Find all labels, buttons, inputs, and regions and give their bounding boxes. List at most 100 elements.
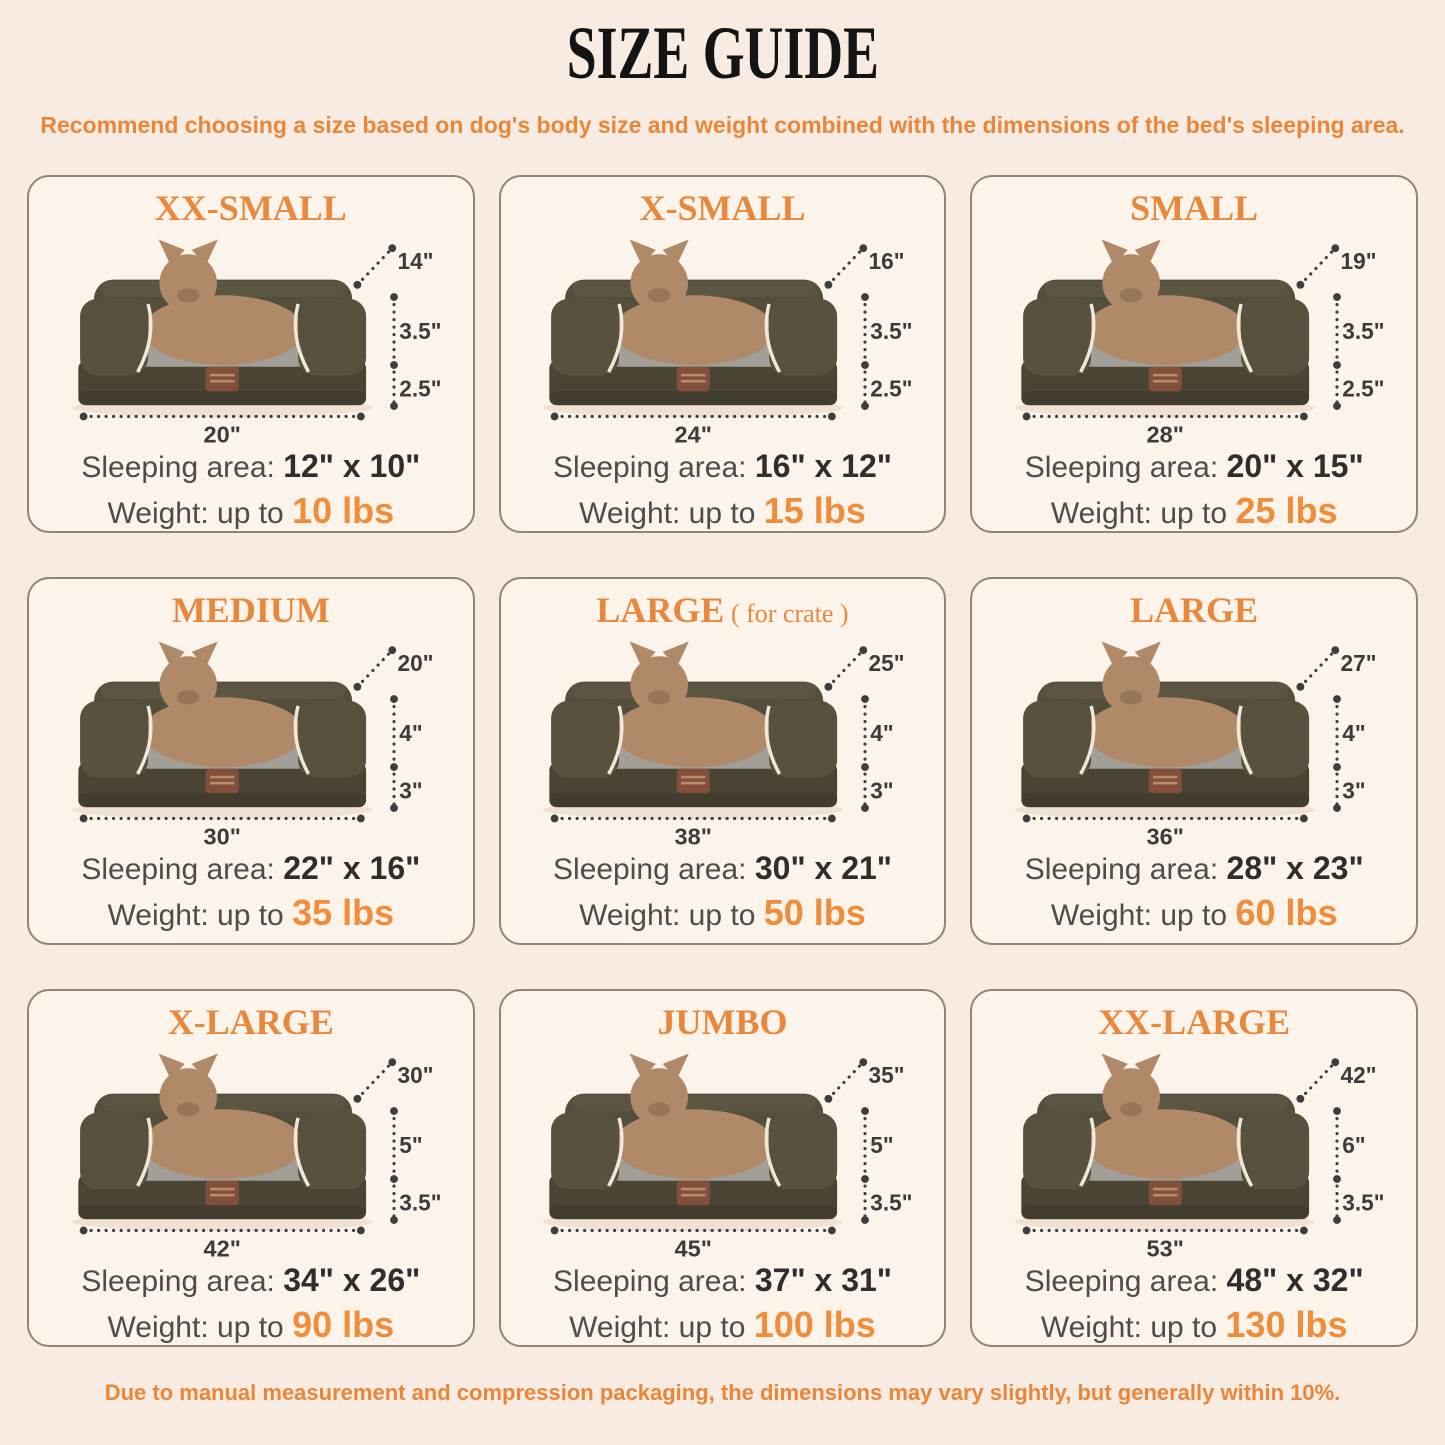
weight-label: Weight: [1050, 496, 1152, 530]
dim-wall-height: 4" [399, 719, 422, 745]
dim-depth: 19" [1341, 248, 1377, 274]
card-title-text: X-SMALL [639, 188, 806, 228]
size-card-x-small: X-SMALL 16" 3.5" 2.5" 24" Sleeping area:… [498, 175, 947, 533]
bed-photo-cat: 14" 3.5" 2.5" 20" [43, 229, 459, 447]
size-card-xx-small: XX-SMALL 14" 3.5" 2.5" 20" Sleeping area… [27, 175, 475, 533]
bed-photo-border-collie: 27" 4" 3" 36" [986, 631, 1402, 849]
bed-photo-shih-tzu: 16" 3.5" 2.5" 24" [515, 229, 931, 447]
card-title: XX-LARGE [986, 1002, 1402, 1043]
bed-photo-shiba-inu: 25" 4" 3" 38" [515, 631, 931, 849]
sleeping-area-value: 22" x 16" [283, 849, 421, 886]
bed-illustration: 25" 4" 3" 38" [541, 639, 905, 849]
size-card-small: SMALL 19" 3.5" 2.5" 28" Sleeping area: 2… [970, 175, 1418, 533]
sleeping-area-value: 30" x 21" [754, 849, 892, 886]
bed-photo-labrador: 35" 5" 3.5" 45" [515, 1043, 931, 1261]
dim-wall-height: 3.5" [399, 317, 441, 343]
dim-base-height: 2.5" [1342, 375, 1384, 401]
dim-wall-height: 4" [871, 719, 894, 745]
dim-width: 45" [675, 1235, 712, 1260]
dim-wall-height: 5" [399, 1131, 422, 1157]
dim-width: 36" [1147, 823, 1184, 848]
sleeping-area-label: Sleeping area: [1024, 852, 1219, 886]
weight-line: Weight: up to 35 lbs [43, 891, 459, 934]
card-title: LARGE ( for crate ) [515, 590, 931, 631]
sleeping-area-label: Sleeping area: [81, 852, 275, 886]
dim-base-height: 2.5" [399, 375, 441, 401]
weight-label: Weight: [107, 496, 209, 530]
dim-wall-height: 4" [1342, 719, 1365, 745]
size-card-xx-large: XX-LARGE 42" 6" 3.5" 53" Sleeping area: … [970, 989, 1418, 1347]
size-card-large: LARGE 27" 4" 3" 36" Sleeping area: 28" x… [970, 577, 1418, 945]
weight-label: Weight: [107, 1310, 209, 1344]
weight-label: Weight: [1040, 1310, 1142, 1344]
weight-prefix: up to [217, 898, 284, 932]
footer-note: Due to manual measurement and compressio… [104, 1380, 1341, 1405]
dim-base-height: 2.5" [871, 375, 913, 401]
bed-illustration: 42" 6" 3.5" 53" [1013, 1051, 1385, 1261]
dim-base-height: 3" [1342, 777, 1365, 803]
dim-base-height: 3.5" [399, 1189, 441, 1215]
dim-depth: 20" [397, 650, 433, 676]
dim-base-height: 3.5" [1342, 1189, 1384, 1215]
sleeping-area-line: Sleeping area: 28" x 23" [986, 849, 1402, 888]
dim-base-height: 3" [871, 777, 894, 803]
bed-illustration: 35" 5" 3.5" 45" [541, 1051, 913, 1261]
weight-line: Weight: up to 10 lbs [43, 489, 459, 532]
dim-depth: 16" [869, 248, 905, 274]
dim-width: 20" [203, 421, 240, 446]
weight-value: 35 lbs [292, 891, 395, 933]
sleeping-area-label: Sleeping area: [553, 852, 747, 886]
weight-line: Weight: up to 60 lbs [986, 891, 1402, 934]
dim-depth: 30" [397, 1062, 433, 1088]
sleeping-area-line: Sleeping area: 20" x 15" [986, 447, 1402, 486]
dim-wall-height: 3.5" [1342, 317, 1384, 343]
dim-base-height: 3" [399, 777, 422, 803]
dim-width: 42" [203, 1235, 240, 1260]
dim-wall-height: 6" [1342, 1131, 1365, 1157]
weight-value: 10 lbs [292, 489, 395, 531]
dim-depth: 35" [869, 1062, 905, 1088]
size-card-large-for-crate: LARGE ( for crate ) 25" 4" 3" 38" Sleepi… [498, 577, 947, 945]
weight-value: 100 lbs [753, 1303, 876, 1345]
weight-prefix: up to [688, 496, 756, 530]
bed-photo-french-bulldog: 19" 3.5" 2.5" 28" [986, 229, 1402, 447]
dim-wall-height: 5" [871, 1131, 894, 1157]
weight-label: Weight: [107, 898, 209, 932]
bed-photo-golden-retriever: 30" 5" 3.5" 42" [43, 1043, 459, 1261]
card-title-text: XX-SMALL [154, 188, 347, 228]
sleeping-area-value: 20" x 15" [1226, 447, 1364, 484]
sleeping-area-label: Sleeping area: [1024, 1264, 1219, 1298]
sleeping-area-line: Sleeping area: 34" x 26" [43, 1261, 459, 1300]
weight-value: 15 lbs [763, 489, 866, 531]
weight-line: Weight: up to 15 lbs [515, 489, 931, 532]
page-title: SIZE GUIDE [0, 0, 1445, 100]
dim-width: 30" [203, 823, 240, 848]
dim-depth: 42" [1341, 1062, 1377, 1088]
sleeping-area-value: 37" x 31" [754, 1261, 892, 1298]
bed-illustration: 30" 5" 3.5" 42" [70, 1051, 441, 1261]
bed-photo-corgi: 20" 4" 3" 30" [43, 631, 459, 849]
size-card-jumbo: JUMBO 35" 5" 3.5" 45" Sleeping area: 37"… [498, 989, 947, 1347]
bed-photo-rottweiler-chihuahua: 42" 6" 3.5" 53" [986, 1043, 1402, 1261]
card-title: LARGE [986, 590, 1402, 631]
bed-illustration: 19" 3.5" 2.5" 28" [1013, 237, 1385, 447]
sleeping-area-value: 34" x 26" [283, 1261, 421, 1298]
sleeping-area-line: Sleeping area: 37" x 31" [515, 1261, 931, 1300]
weight-prefix: up to [217, 1310, 284, 1344]
sleeping-area-value: 12" x 10" [283, 447, 421, 484]
weight-value: 60 lbs [1235, 891, 1338, 933]
bed-illustration: 20" 4" 3" 30" [70, 639, 433, 849]
weight-line: Weight: up to 25 lbs [986, 489, 1402, 532]
card-title-text: LARGE [1130, 590, 1259, 630]
bed-illustration: 14" 3.5" 2.5" 20" [70, 237, 441, 447]
dim-wall-height: 3.5" [871, 317, 913, 343]
card-title-text: LARGE [596, 590, 725, 630]
weight-value: 50 lbs [763, 891, 866, 933]
dim-width: 38" [675, 823, 712, 848]
bed-illustration: 27" 4" 3" 36" [1013, 639, 1377, 849]
weight-line: Weight: up to 90 lbs [43, 1303, 459, 1346]
dim-width: 28" [1147, 421, 1184, 446]
weight-value: 130 lbs [1225, 1303, 1348, 1345]
card-title: MEDIUM [43, 590, 459, 631]
